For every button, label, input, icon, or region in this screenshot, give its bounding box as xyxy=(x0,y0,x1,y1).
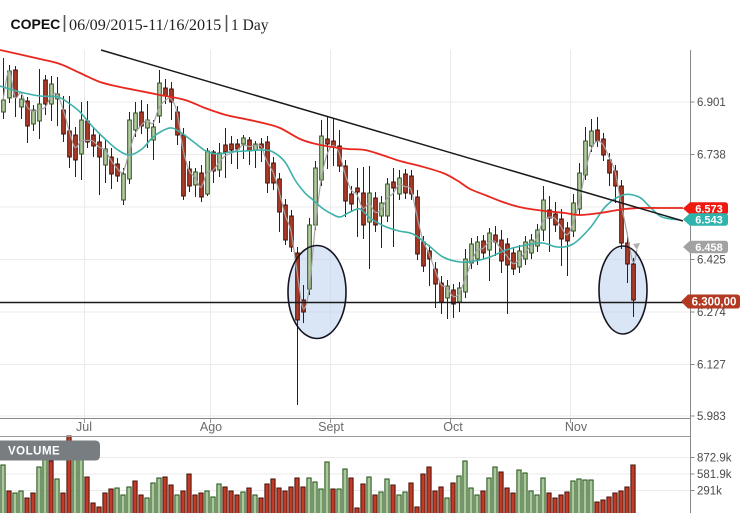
svg-text:6.573: 6.573 xyxy=(695,204,723,216)
svg-text:Nov: Nov xyxy=(565,420,588,434)
svg-text:6.127: 6.127 xyxy=(697,360,726,372)
svg-text:06/09/2015-11/16/2015: 06/09/2015-11/16/2015 xyxy=(69,16,221,34)
svg-text:6.543: 6.543 xyxy=(695,215,723,227)
svg-text:291k: 291k xyxy=(697,486,722,498)
svg-text:Ago: Ago xyxy=(200,420,222,434)
svg-text:6.901: 6.901 xyxy=(697,97,726,109)
svg-text:Jul: Jul xyxy=(76,420,92,434)
svg-text:872.9k: 872.9k xyxy=(697,453,732,465)
svg-text:Sept: Sept xyxy=(318,420,344,434)
svg-text:6.458: 6.458 xyxy=(695,242,723,254)
svg-text:6.274: 6.274 xyxy=(697,307,726,319)
svg-text:6.425: 6.425 xyxy=(697,255,726,267)
svg-text:VOLUME: VOLUME xyxy=(8,446,60,458)
svg-text:6.738: 6.738 xyxy=(697,150,726,162)
svg-text:581.9k: 581.9k xyxy=(697,469,732,481)
svg-text:Oct: Oct xyxy=(443,420,463,434)
svg-text:6.300,00: 6.300,00 xyxy=(692,297,737,309)
svg-text:5.983: 5.983 xyxy=(697,411,726,423)
svg-text:COPEC: COPEC xyxy=(11,16,61,32)
svg-text:1 Day: 1 Day xyxy=(231,17,269,34)
